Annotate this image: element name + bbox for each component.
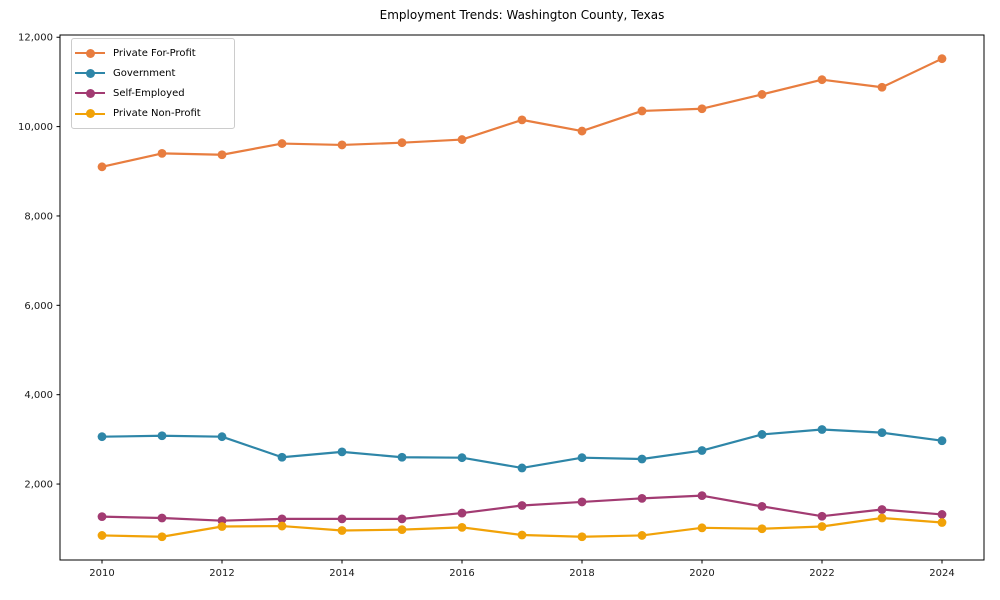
data-point-private-non-profit [517,530,527,540]
data-point-private-non-profit [637,531,647,540]
data-point-private-for-profit [277,139,287,148]
data-point-government [877,428,887,438]
data-point-self-employed [97,512,107,522]
x-tick-label: 2012 [209,568,234,579]
data-point-government [217,432,227,442]
legend-dot-swatch [85,68,95,78]
data-point-private-for-profit [817,75,827,85]
data-point-private-non-profit [697,523,707,533]
x-tick-label: 2010 [89,568,114,579]
x-tick-label: 2018 [569,568,594,579]
x-tick-label: 2016 [449,568,474,579]
legend-label: Private For-Profit [113,47,196,59]
data-point-private-non-profit [457,522,467,532]
data-point-self-employed [337,514,347,524]
series-line-government [100,428,944,470]
data-point-government [937,436,947,446]
data-point-private-for-profit [517,115,527,125]
data-point-government [637,454,647,464]
data-point-self-employed [937,510,947,519]
data-point-government [337,447,347,457]
data-point-private-for-profit [457,135,467,144]
data-point-government [397,452,407,462]
data-point-private-for-profit [577,126,587,136]
data-point-private-non-profit [97,531,107,540]
data-point-private-non-profit [757,524,767,534]
data-point-private-for-profit [217,150,227,160]
y-tick-label: 4,000 [24,390,53,401]
data-point-self-employed [757,501,767,511]
data-point-self-employed [577,497,587,507]
data-point-government [817,425,827,434]
x-tick-label: 2020 [689,568,714,579]
data-point-self-employed [517,501,527,510]
legend-dot-swatch [85,109,95,119]
data-point-private-non-profit [937,518,947,527]
legend-dot-swatch [85,48,95,58]
data-point-private-for-profit [157,149,167,158]
data-point-private-non-profit [817,522,827,531]
data-point-private-for-profit [877,82,887,92]
legend: Private For-Profit Government Self-Employe… [71,38,235,129]
data-point-private-for-profit [637,106,647,116]
legend-item-private-for-profit: Private For-Profit [75,43,228,63]
plot-border [59,34,985,561]
data-point-private-non-profit [217,522,227,531]
data-point-government [157,431,167,441]
data-point-government [457,453,467,463]
data-point-self-employed [397,514,407,524]
y-tick-label: 12,000 [18,33,53,44]
data-point-private-for-profit [697,104,707,114]
data-point-self-employed [457,508,467,518]
x-tick-label: 2024 [929,568,954,579]
data-point-government [577,453,587,463]
legend-item-self-employed: Self-Employed [75,83,228,103]
data-point-private-for-profit [397,138,407,148]
legend-marker-icon [75,68,105,78]
data-point-self-employed [697,491,707,501]
data-point-private-non-profit [337,526,347,535]
legend-label: Private Non-Profit [113,108,201,120]
data-point-private-for-profit [937,54,947,64]
y-tick-label: 6,000 [24,301,53,312]
y-tick-label: 2,000 [24,480,53,491]
legend-item-private-non-profit: Private Non-Profit [75,104,228,124]
data-point-self-employed [157,513,167,523]
legend-marker-icon [75,109,105,119]
data-point-private-non-profit [157,532,167,542]
data-point-government [757,430,767,439]
data-point-private-non-profit [397,525,407,535]
data-point-government [697,446,707,455]
data-point-private-for-profit [97,162,107,172]
x-tick-label: 2022 [809,568,834,579]
data-point-government [277,452,287,462]
data-point-private-non-profit [577,532,587,542]
data-point-government [97,432,107,442]
y-tick-label: 8,000 [24,211,53,222]
data-point-private-for-profit [337,140,347,150]
x-tick-label: 2014 [329,568,354,579]
y-tick-label: 10,000 [18,122,53,133]
data-point-self-employed [817,511,827,521]
legend-marker-icon [75,48,105,58]
legend-item-government: Government [75,63,228,83]
data-point-self-employed [277,514,287,524]
legend-dot-swatch [85,88,95,98]
legend-label: Government [113,67,176,79]
data-point-private-non-profit [877,513,887,523]
data-point-private-for-profit [757,90,767,99]
legend-marker-icon [75,88,105,98]
legend-label: Self-Employed [113,87,185,99]
data-point-self-employed [637,493,647,503]
data-point-private-non-profit [277,521,287,531]
chart-title: Employment Trends: Washington County, Te… [379,8,665,22]
data-point-self-employed [877,505,887,514]
data-point-government [517,463,527,473]
